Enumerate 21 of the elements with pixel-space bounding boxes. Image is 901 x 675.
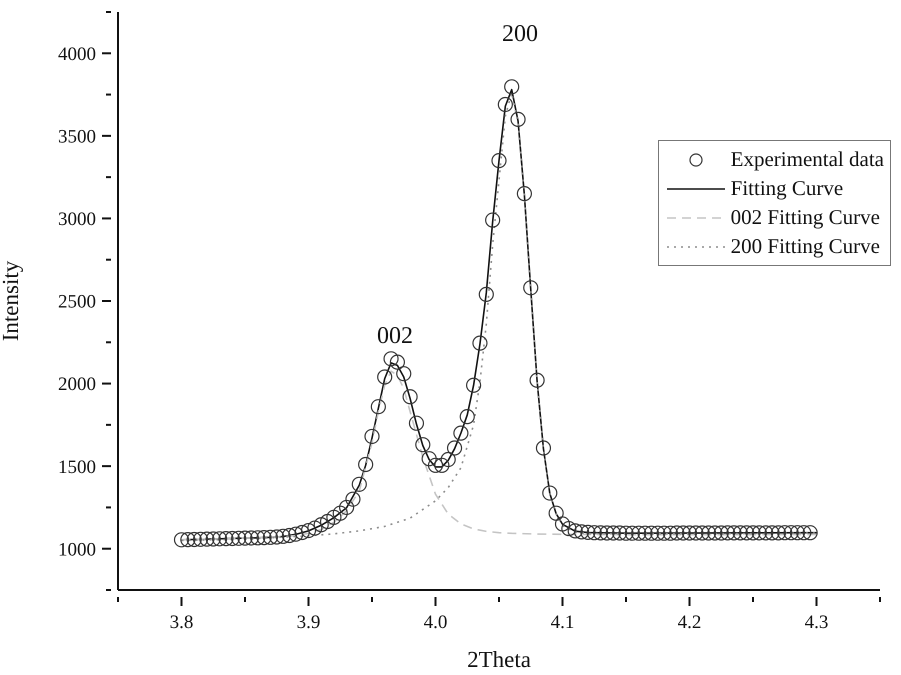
x-tick-label: 3.9 xyxy=(296,612,320,633)
annotation: 002 xyxy=(377,322,413,350)
y-tick-label: 2500 xyxy=(58,292,96,313)
x-tick-label: 4.1 xyxy=(550,612,574,633)
annotation: 200 xyxy=(502,20,538,48)
y-tick-label: 3000 xyxy=(58,209,96,230)
x-tick-label: 4.2 xyxy=(678,612,702,633)
y-tick-label: 1500 xyxy=(58,456,96,478)
legend-label: Experimental data xyxy=(730,147,884,172)
y-tick-label: 3500 xyxy=(58,126,96,148)
legend-label: 200 Fitting Curve xyxy=(730,234,880,259)
x-axis-title: 2Theta xyxy=(467,647,531,672)
x-tick-label: 3.8 xyxy=(170,612,194,633)
x-tick-label: 4.0 xyxy=(424,612,448,633)
y-tick-label: 1000 xyxy=(58,539,96,560)
legend-label: Fitting Curve xyxy=(730,176,844,201)
x-tick-label: 4.3 xyxy=(804,612,828,633)
y-tick-label: 4000 xyxy=(58,44,96,65)
y-axis-title: Intensity xyxy=(0,260,24,342)
legend-label: 002 Fitting Curve xyxy=(730,205,880,230)
y-tick-label: 2000 xyxy=(58,374,96,396)
